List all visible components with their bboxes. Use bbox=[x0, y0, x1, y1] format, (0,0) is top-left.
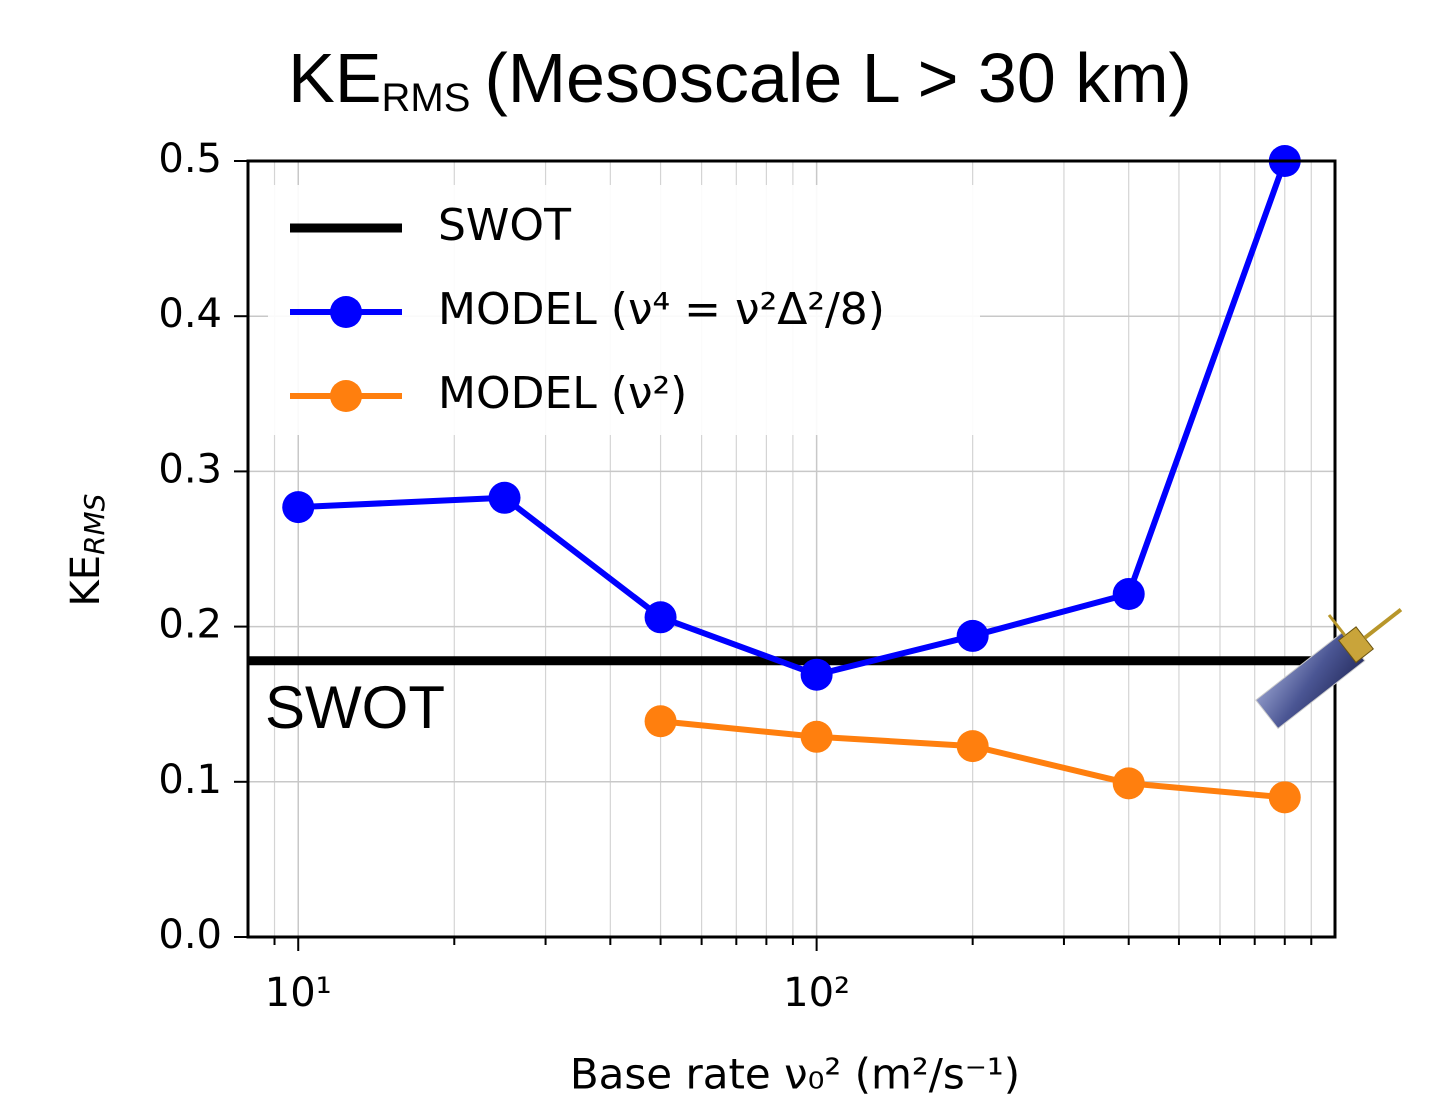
y-tick-label: 0.0 bbox=[158, 912, 222, 958]
marker bbox=[1268, 781, 1301, 814]
marker bbox=[1112, 767, 1145, 800]
legend: SWOT MODEL (ν⁴ = ν²Δ²/8) MODEL (ν²) bbox=[268, 185, 980, 435]
plot: 10¹ 10² 0.0 0.1 0.2 0.3 0.4 0.5 SWOT SWOT MODEL (ν… bbox=[158, 136, 1337, 1016]
marker bbox=[644, 601, 677, 634]
legend-label: MODEL (ν²) bbox=[438, 368, 687, 419]
title-rest: (Mesoscale L > 30 km) bbox=[484, 39, 1191, 117]
satellite-icon bbox=[1255, 608, 1403, 730]
marker bbox=[1112, 578, 1145, 611]
legend-label: SWOT bbox=[438, 200, 571, 251]
legend-marker bbox=[330, 296, 362, 328]
y-label-sub: RMS bbox=[78, 494, 111, 555]
x-tick-label: 10² bbox=[783, 970, 850, 1016]
axes-frame bbox=[246, 159, 1337, 939]
marker bbox=[282, 491, 315, 524]
y-axis-label: KERMS bbox=[63, 494, 111, 607]
chart-title: KERMS (Mesoscale L > 30 km) bbox=[288, 39, 1192, 119]
y-tick-label: 0.4 bbox=[158, 291, 222, 337]
title-sub: RMS bbox=[382, 76, 471, 120]
y-tick-label: 0.5 bbox=[158, 136, 222, 182]
marker bbox=[956, 619, 989, 652]
title-main: KE bbox=[288, 39, 381, 117]
x-axis-label: Base rate ν₀² (m²/s⁻¹) bbox=[570, 1050, 1020, 1099]
y-tick-label: 0.2 bbox=[158, 602, 222, 648]
y-label-main: KE bbox=[63, 555, 109, 607]
annotation: SWOT bbox=[265, 674, 445, 741]
marker bbox=[800, 720, 833, 753]
marker bbox=[800, 658, 833, 691]
legend-label: MODEL (ν⁴ = ν²Δ²/8) bbox=[438, 284, 885, 335]
legend-marker bbox=[330, 380, 362, 412]
y-tick-label: 0.3 bbox=[158, 446, 222, 492]
x-tick-label: 10¹ bbox=[265, 970, 332, 1016]
marker bbox=[488, 481, 521, 514]
y-tick-label: 0.1 bbox=[158, 757, 222, 803]
marker bbox=[644, 705, 677, 738]
marker bbox=[956, 730, 989, 763]
